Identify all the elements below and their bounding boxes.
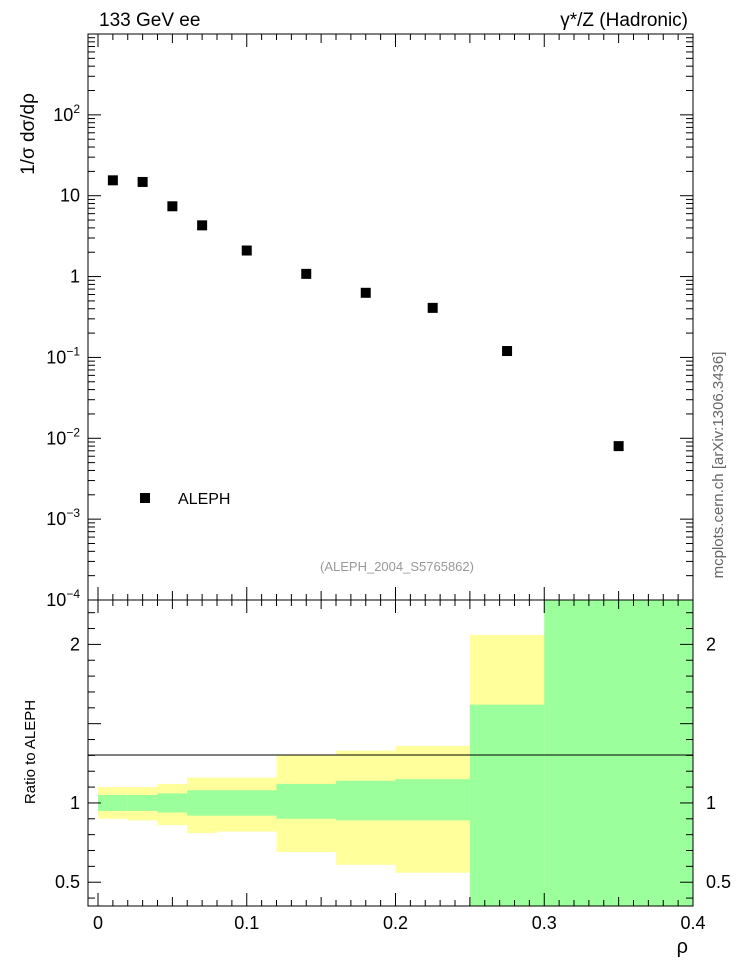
ratio-y-tick-label-left: 0.5 [55, 872, 80, 892]
x-tick-label: 0.1 [234, 913, 259, 933]
inner-band-bin [217, 790, 277, 816]
data-points [107, 175, 624, 452]
mcplots-watermark: mcplots.cern.ch [arXiv:1306.3436] [710, 352, 727, 579]
process-label: γ*/Z (Hadronic) [560, 10, 688, 31]
data-point [197, 220, 208, 231]
inner-band-bin [276, 783, 336, 819]
main-frame [87, 33, 694, 601]
data-point [502, 346, 513, 357]
main-y-ticks: 10−4 10−3 10−2 10−1 1 10 102 [46, 37, 693, 610]
data-point [360, 287, 371, 298]
data-point [137, 176, 148, 187]
x-tick-label: 0.4 [680, 913, 705, 933]
ratio-y-tick-label-left: 1 [70, 793, 80, 813]
data-point [613, 441, 624, 452]
ratio-bands [98, 600, 693, 906]
inner-band-bin [336, 780, 396, 821]
y-tick-label: 10−1 [46, 344, 80, 367]
ratio-y-tick-label-right: 1 [706, 793, 716, 813]
ratio-y-tick-label-right: 0.5 [706, 872, 731, 892]
ratio-x-ticks: 0 0.1 0.2 0.3 0.4 [93, 600, 706, 933]
y-tick-label: 10−4 [46, 587, 80, 610]
main-panel: 10−4 10−3 10−2 10−1 1 10 102 1/σ dσ/dρ ALEPH (… [18, 33, 694, 610]
y-tick-label: 102 [53, 102, 80, 125]
data-point [301, 268, 312, 279]
inner-band-bin [187, 790, 217, 816]
y-tick-label: 10−3 [46, 506, 80, 529]
data-point [107, 175, 118, 186]
analysis-tag: (ALEPH_2004_S5765862) [320, 559, 474, 574]
inner-band-bin [544, 600, 693, 906]
y-tick-label: 1 [70, 267, 80, 287]
energy-label: 133 GeV ee [99, 10, 200, 31]
inner-band-bin [395, 779, 470, 821]
inner-band-bin [98, 795, 128, 811]
data-point [241, 245, 252, 256]
x-tick-label: 0.3 [532, 913, 557, 933]
data-point [427, 302, 438, 313]
x-tick-label: 0 [93, 913, 103, 933]
ratio-y-tick-label-left: 2 [70, 634, 80, 654]
ratio-y-axis-label: Ratio to ALEPH [22, 700, 39, 804]
ratio-frame [87, 599, 694, 907]
legend-marker [140, 493, 150, 503]
ratio-y-tick-label-right: 2 [706, 634, 716, 654]
inner-band-bin [469, 704, 545, 906]
legend-label-aleph: ALEPH [178, 491, 230, 508]
y-tick-label: 10−2 [46, 425, 80, 448]
inner-band-bin [157, 793, 188, 813]
y-tick-label: 10 [60, 186, 80, 206]
ratio-panel: 0.5 0.51 12 2 0 0.1 0.2 0.3 0.4 Ratio to ALEPH … [22, 599, 731, 958]
data-point [167, 201, 178, 212]
ratio-y-ticks: 0.5 0.5 1 1 2 2 [55, 612, 731, 899]
main-y-axis-label: 1/σ dσ/dρ [18, 93, 39, 175]
main-x-ticks [97, 34, 694, 600]
x-tick-label: 0.2 [383, 913, 408, 933]
x-axis-label: ρ [677, 936, 688, 958]
inner-band-bin [127, 795, 158, 811]
